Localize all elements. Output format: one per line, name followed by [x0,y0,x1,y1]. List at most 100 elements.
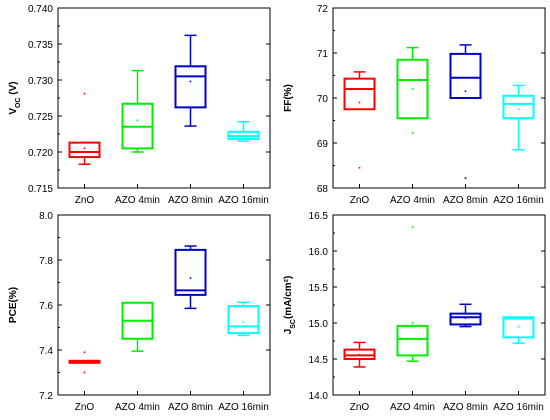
box-iqr [68,141,101,159]
x-tick-label: AZO 4min [115,402,160,413]
y-tick-label: 8.0 [39,211,53,222]
y-tick-label: 7.8 [39,256,53,267]
box-voc-0 [68,92,101,165]
outlier-point [464,177,467,179]
y-axis-label-main: PCE(%) [8,287,19,323]
y-tick-label: 68 [317,184,329,195]
box-iqr [449,312,482,326]
x-tick-label: ZnO [350,195,370,206]
y-tick-label: 0.725 [28,112,53,123]
box-mean-point [83,360,86,363]
x-tick-label: ZnO [350,402,370,413]
box-mean-point [517,325,520,328]
plot-frame [332,7,546,189]
y-axis-label: PCE(%) [8,287,19,323]
y-tick-label: 71 [317,49,329,60]
y-tick-label: 70 [317,94,329,105]
box-iqr [502,316,535,339]
y-axis-label-unit: (V) [8,81,19,97]
y-axis-label-main: V [8,108,19,115]
box-iqr [174,248,207,296]
outlier-point [83,371,86,374]
box-mean-point [242,134,245,137]
y-tick-label: 0.720 [28,148,53,159]
x-tick-label: AZO 16min [493,402,544,413]
chart-ff: 68 69 70 71 72 FF(%) ZnO AZO 4min AZO 8min AZO 16… [283,4,546,206]
box-ff-3 [502,84,535,151]
x-tick-label: AZO 4min [390,402,435,413]
box-mean-point [411,88,414,90]
outlier-point [83,351,86,354]
box-pce-3 [227,301,260,337]
box-pce-1 [121,301,154,352]
box-mean-point [464,90,467,93]
y-tick-label: 15.0 [309,319,329,330]
box-ff-1 [396,46,429,134]
x-tick-label: ZnO [75,195,95,206]
box-mean-point [358,101,361,104]
box-voc-2 [174,34,207,127]
y-tick-label: 69 [317,139,329,150]
y-tick-label: 15.5 [309,283,329,294]
x-tick-label: AZO 4min [390,195,435,206]
box-mean-point [242,321,245,323]
box-iqr [396,324,429,357]
y-tick-label: 0.715 [28,184,53,195]
y-tick-label: 7.2 [39,391,53,402]
plot-frame [57,214,271,396]
y-axis-label-main: J [283,329,294,335]
box-mean-point [411,322,414,324]
box-iqr [343,77,376,111]
x-tick-label: AZO 8min [443,195,488,206]
y-tick-label: 0.735 [28,40,53,51]
y-axis-label-unit: (mA/cm²) [283,276,294,319]
box-mean-point [136,119,139,122]
chart-jsc: 14.0 14.5 15.0 15.5 16.0 16.5 JSC(mA/cm²) ZnO AZ… [283,211,546,413]
box-mean-point [189,80,192,83]
y-axis-label-sub: OC [15,97,22,108]
box-ff-2 [449,44,482,179]
box-iqr [502,94,535,120]
box-jsc-0 [343,341,376,368]
box-mean-point [358,353,361,356]
chart-pce: 7.2 7.4 7.6 7.8 8.0 PCE(%) ZnO AZO 4min AZO 8min… [8,211,271,413]
plot-frame [57,7,271,189]
outlier-point [358,166,361,169]
x-tick-label: AZO 16min [218,195,269,206]
box-voc-1 [121,69,154,153]
y-axis-label-main: FF(%) [283,84,294,112]
outlier-point [83,92,86,95]
x-tick-label: AZO 16min [218,402,269,413]
box-mean-point [136,319,139,322]
x-tick-label: ZnO [75,402,95,413]
outlier-point [411,132,414,134]
y-tick-label: 16.0 [309,247,329,258]
box-pce-2 [174,245,207,310]
plot-frame [332,214,546,396]
y-tick-label: 0.740 [28,4,53,15]
outlier-point [411,226,414,229]
box-pce-0 [68,351,101,374]
y-tick-label: 7.4 [39,346,53,357]
y-tick-label: 14.0 [309,391,329,402]
box-iqr [227,305,260,335]
y-axis-label-sub: SC [290,319,297,329]
y-axis-label: JSC(mA/cm²) [283,276,297,335]
x-tick-label: AZO 8min [443,402,488,413]
y-tick-label: 7.6 [39,301,53,312]
y-tick-label: 16.5 [309,211,329,222]
box-ff-0 [343,71,376,169]
box-mean-point [83,147,86,150]
box-mean-point [464,317,467,319]
chart-voc: 0.715 0.720 0.725 0.730 0.735 0.740 VOC (V) ZnO… [8,4,271,206]
y-axis-label: VOC (V) [8,81,22,114]
x-tick-label: AZO 8min [168,195,213,206]
x-tick-label: AZO 8min [168,402,213,413]
box-iqr [449,52,482,99]
box-iqr [174,65,207,109]
box-jsc-3 [502,316,535,344]
y-tick-label: 14.5 [309,355,329,366]
y-tick-label: 72 [317,4,329,15]
box-voc-3 [227,121,260,142]
